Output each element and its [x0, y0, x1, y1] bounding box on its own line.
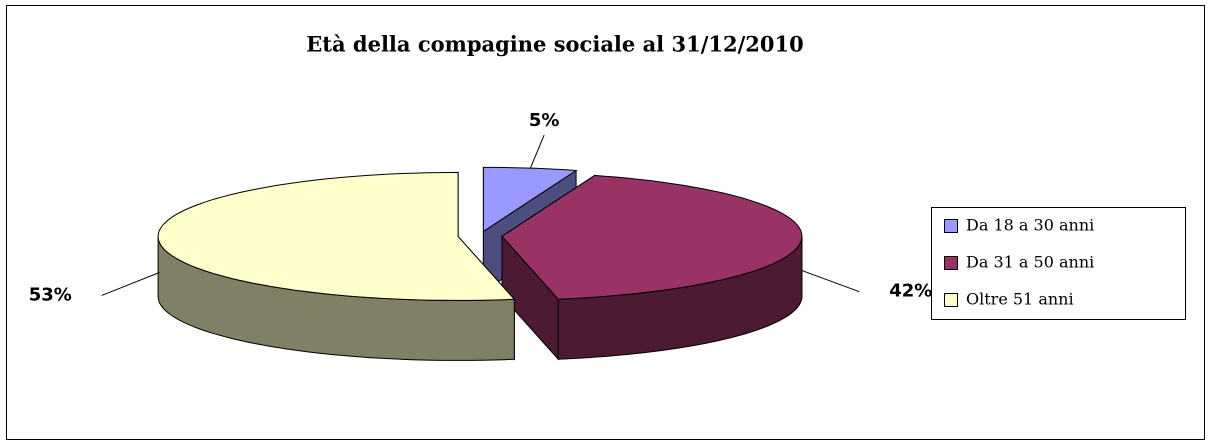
data-label: 53%: [29, 284, 72, 305]
legend-label: Oltre 51 anni: [966, 290, 1074, 309]
leader-line: [801, 269, 860, 293]
slice: [501, 174, 803, 300]
legend-box: [931, 207, 1186, 320]
legend-swatch: [944, 293, 958, 307]
leader-line: [101, 272, 160, 296]
data-label: 5%: [529, 110, 560, 131]
slice: [157, 171, 516, 301]
legend-label: Da 31 a 50 anni: [966, 253, 1094, 272]
legend-swatch: [944, 219, 958, 233]
legend-label: Da 18 a 30 anni: [966, 216, 1094, 235]
leader-line: [529, 134, 545, 169]
data-label: 42%: [889, 281, 932, 302]
chart-title: Età della compagine sociale al 31/12/201…: [306, 32, 803, 57]
legend-swatch: [944, 256, 958, 270]
